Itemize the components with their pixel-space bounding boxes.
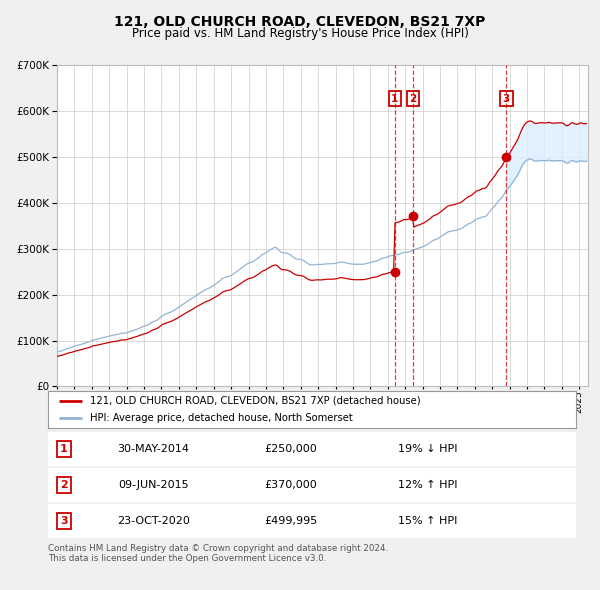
Text: HPI: Average price, detached house, North Somerset: HPI: Average price, detached house, Nort… <box>90 414 353 424</box>
Text: 23-OCT-2020: 23-OCT-2020 <box>117 516 190 526</box>
Text: £499,995: £499,995 <box>264 516 317 526</box>
Text: 30-MAY-2014: 30-MAY-2014 <box>118 444 190 454</box>
Text: 3: 3 <box>60 516 68 526</box>
Text: £370,000: £370,000 <box>265 480 317 490</box>
Text: 12% ↑ HPI: 12% ↑ HPI <box>398 480 458 490</box>
Text: Contains HM Land Registry data © Crown copyright and database right 2024.
This d: Contains HM Land Registry data © Crown c… <box>48 544 388 563</box>
Text: 09-JUN-2015: 09-JUN-2015 <box>118 480 189 490</box>
Text: £250,000: £250,000 <box>265 444 317 454</box>
Text: Price paid vs. HM Land Registry's House Price Index (HPI): Price paid vs. HM Land Registry's House … <box>131 27 469 40</box>
Text: 2: 2 <box>60 480 68 490</box>
Text: 121, OLD CHURCH ROAD, CLEVEDON, BS21 7XP (detached house): 121, OLD CHURCH ROAD, CLEVEDON, BS21 7XP… <box>90 396 421 406</box>
Text: 121, OLD CHURCH ROAD, CLEVEDON, BS21 7XP: 121, OLD CHURCH ROAD, CLEVEDON, BS21 7XP <box>115 15 485 29</box>
Text: 1: 1 <box>391 94 398 104</box>
Text: 15% ↑ HPI: 15% ↑ HPI <box>398 516 458 526</box>
Text: 2: 2 <box>409 94 416 104</box>
Text: 1: 1 <box>60 444 68 454</box>
Text: 19% ↓ HPI: 19% ↓ HPI <box>398 444 458 454</box>
Text: 3: 3 <box>503 94 510 104</box>
